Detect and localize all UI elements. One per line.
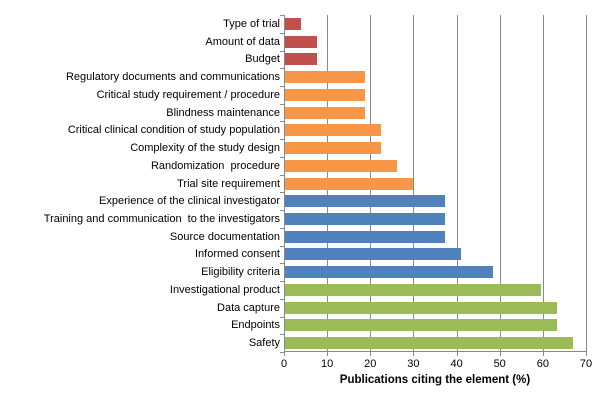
y-axis-tick: [280, 227, 284, 229]
category-label: Complexity of the study design: [130, 142, 280, 154]
gridline: [586, 15, 587, 352]
category-label: Blindness maintenance: [166, 106, 280, 119]
bar-8: [285, 142, 381, 154]
x-axis-tick-label: 50: [493, 358, 506, 370]
category-label: Training and communication to the invest…: [43, 213, 280, 225]
category-label: Randomization procedure: [150, 159, 280, 172]
category-label: Budget: [245, 53, 280, 66]
x-axis-tick: [284, 352, 285, 356]
y-axis-tick: [280, 68, 284, 70]
x-axis-tick-label: 70: [579, 358, 593, 370]
x-axis-tick: [370, 352, 372, 356]
x-axis-tick-label: 10: [320, 358, 334, 370]
bar-4: [285, 71, 365, 84]
bar-15: [285, 266, 493, 279]
bar-9: [285, 159, 397, 172]
y-axis-tick: [280, 245, 284, 247]
bar-13: [285, 230, 445, 243]
x-axis-tick-label: 20: [364, 358, 377, 370]
y-axis-tick: [280, 298, 284, 300]
bar-19: [285, 337, 573, 350]
y-axis-tick: [280, 352, 284, 353]
y-axis-tick: [280, 156, 284, 158]
bar-5: [285, 88, 365, 101]
y-axis-tick: [280, 139, 284, 141]
category-label: Critical clinical condition of study pop…: [67, 124, 280, 137]
plot-area: [284, 15, 586, 352]
category-label: Regulatory documents and communications: [65, 71, 280, 84]
bar-16: [285, 283, 541, 296]
bar-1: [285, 17, 301, 30]
x-axis-title: Publications citing the element (%): [339, 374, 531, 386]
gridline: [499, 15, 501, 352]
gridline: [413, 15, 415, 352]
category-label: Informed consent: [195, 248, 280, 261]
bar-14: [285, 248, 461, 261]
y-axis-tick: [280, 174, 284, 176]
x-axis-tick-label: 40: [450, 358, 463, 370]
bar-2: [285, 35, 317, 48]
bar-6: [285, 106, 365, 119]
y-axis-tick: [280, 334, 284, 336]
y-axis-tick: [280, 121, 284, 123]
x-axis-tick-label: 60: [536, 358, 550, 370]
category-label: Data capture: [217, 301, 280, 314]
x-axis-tick: [499, 352, 501, 356]
category-label: Eligibility criteria: [201, 266, 280, 279]
y-axis-tick: [280, 103, 284, 105]
y-axis-tick: [280, 85, 284, 87]
y-axis-tick: [280, 32, 284, 34]
category-label: Experience of the clinical investigator: [99, 195, 280, 208]
y-axis-tick: [280, 15, 284, 16]
bar-11: [285, 195, 445, 208]
x-axis-tick: [413, 352, 415, 356]
category-label: Investigational product: [169, 283, 280, 296]
x-axis-tick-label: 30: [407, 358, 420, 370]
bar-7: [285, 124, 381, 137]
y-axis-tick: [280, 316, 284, 318]
x-axis-tick-label: 0: [280, 358, 288, 370]
x-axis-tick: [327, 352, 329, 356]
x-axis-tick: [542, 352, 544, 356]
bar-18: [285, 319, 557, 332]
category-label: Type of trial: [223, 17, 280, 30]
y-axis-tick: [280, 263, 284, 265]
category-label: Safety: [248, 337, 280, 350]
bar-17: [285, 301, 557, 314]
category-label: Amount of data: [205, 35, 280, 48]
y-axis-tick: [280, 210, 284, 212]
bar-10: [285, 177, 413, 190]
gridline: [542, 15, 544, 352]
category-label: Trial site requirement: [177, 177, 280, 190]
y-axis-tick: [280, 50, 284, 52]
bar-12: [285, 213, 445, 225]
x-axis-tick: [586, 352, 587, 356]
bar-3: [285, 53, 317, 66]
category-label: Critical study requirement / procedure: [96, 88, 280, 101]
x-axis-tick: [456, 352, 458, 356]
y-axis-tick: [280, 192, 284, 194]
category-label: Endpoints: [231, 319, 280, 332]
y-axis-tick: [280, 281, 284, 283]
gridline: [456, 15, 458, 352]
category-label: Source documentation: [169, 230, 280, 243]
